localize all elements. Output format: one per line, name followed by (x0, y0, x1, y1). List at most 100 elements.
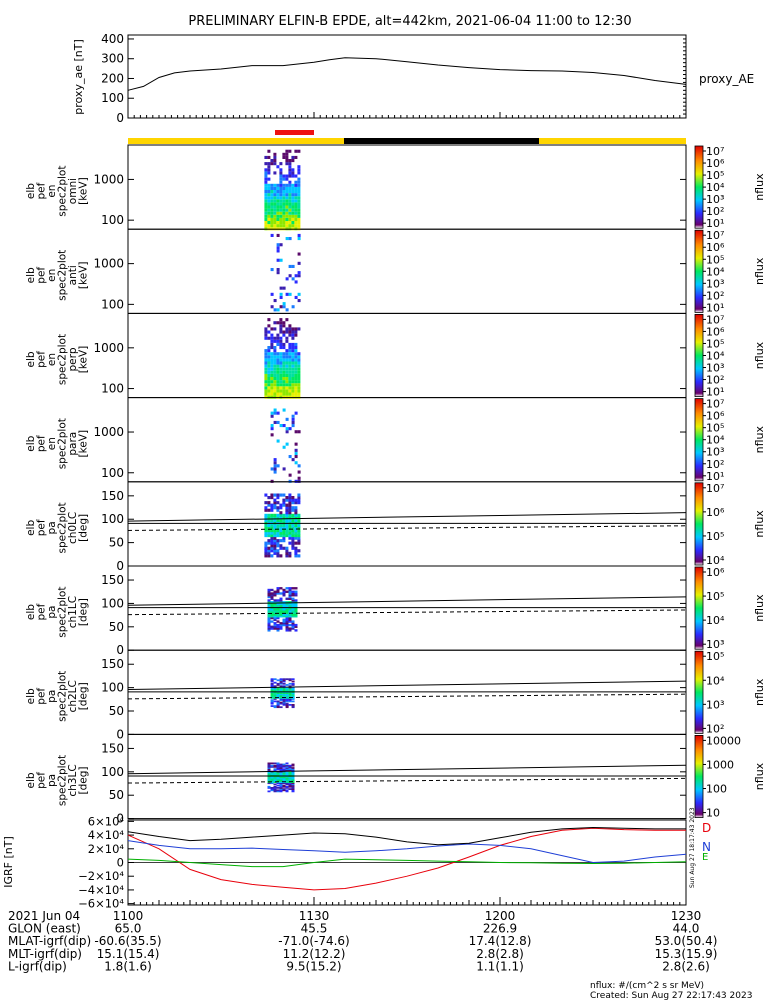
colorbar-label: nflux (753, 510, 766, 538)
pa-pixel (273, 608, 277, 611)
pa-pixel (288, 679, 292, 682)
proxy-ae-ytick-label: 200 (101, 71, 124, 85)
colorbar (694, 145, 704, 229)
x-axis-annotation: 2021 Jun 04 1100 1130 1200 1230 GLON (east) 65… (8, 909, 717, 973)
pa-pixel (279, 546, 283, 550)
spectrogram-pixel (288, 389, 292, 393)
spectrogram-pixel (276, 370, 280, 374)
pa-pixel (276, 695, 280, 698)
pa-pixel (282, 526, 286, 530)
spectrogram-pixel (279, 168, 283, 172)
spectrogram-pixel (297, 271, 301, 275)
panel-ylabel-line: spec2plot (57, 671, 69, 722)
pa-pixel (288, 769, 292, 772)
colorbar-tick-label: 10² (706, 289, 724, 302)
pa-pixel (276, 784, 280, 787)
pa-pixel (279, 506, 283, 510)
spectrogram-pixel (267, 208, 271, 212)
colorbar-label: nflux (753, 426, 766, 454)
pa-pixel (282, 771, 286, 774)
x-row-value: 2.8(2.8) (476, 947, 524, 961)
spectrogram-pixel (279, 324, 283, 328)
pa-pixel (282, 777, 286, 780)
pa-pixel (276, 706, 280, 709)
pa-pixel (270, 693, 274, 696)
pa-pixel (294, 629, 298, 632)
pa-pixel (291, 625, 295, 628)
colorbar-tick-label: 10³ (706, 446, 724, 459)
spectrogram-pixel (294, 346, 298, 350)
spectrogram-pixel (288, 330, 292, 334)
spectrogram-pixel (279, 336, 283, 340)
spectrogram-pixel (294, 180, 298, 184)
spectrogram-pixel (285, 327, 289, 331)
pa-pixel (276, 773, 280, 775)
spectrogram-pixel (267, 358, 271, 362)
pa-pixel (273, 501, 277, 505)
spectrogram-pixel (285, 370, 289, 374)
spectrogram-pixel (291, 346, 295, 350)
antiloss-cone-line (127, 525, 687, 531)
pa-pixel (291, 590, 295, 593)
pa-pixel (282, 766, 286, 768)
pa-pixel (282, 692, 286, 695)
pa-pixel (288, 594, 292, 597)
spectrogram-pixel (294, 327, 298, 331)
pa-pixel (270, 678, 274, 681)
spectrogram-pixel (297, 193, 301, 197)
pa-pixel (288, 693, 292, 696)
spectrogram-pixel (264, 193, 268, 197)
pa-pixel (267, 625, 271, 628)
pa-pixel (291, 784, 295, 787)
pa-pixel (285, 776, 289, 779)
pa-pixel (282, 518, 286, 522)
spectrogram-pixel (282, 152, 286, 156)
pa-pixel (285, 587, 289, 590)
spectrogram-pixel (276, 199, 280, 203)
spectrogram-pixel (297, 377, 301, 381)
colorbar-tick-label: 10⁷ (706, 313, 724, 326)
pa-pixel (273, 539, 277, 543)
spectrogram-pixel (273, 193, 277, 197)
pa-pixel (279, 688, 283, 691)
spectrogram-pixel (279, 346, 283, 350)
pa-pixel (288, 554, 292, 558)
pa-pixel (285, 698, 289, 700)
pa-pixel (270, 627, 274, 630)
pa-pixel (273, 769, 277, 772)
pa-pixel (282, 501, 286, 505)
pa-pixel (267, 608, 271, 611)
pa-pixel (273, 513, 277, 517)
pa-pixel (279, 783, 283, 786)
pa-pixel (276, 787, 280, 789)
pa-pixel (273, 625, 277, 628)
pa-pixel (294, 615, 298, 618)
pa-pixel (285, 625, 289, 628)
spectrogram-pixel (276, 352, 280, 356)
spectrogram-pixel (267, 355, 271, 359)
spectrogram-pixel (276, 464, 280, 468)
pa-pixel (273, 694, 277, 697)
pa-pixel (291, 609, 295, 613)
spectrogram-pixel (291, 199, 295, 203)
pa-pixel (276, 704, 280, 706)
pa-pixel (285, 790, 289, 793)
pa-pixel (285, 700, 289, 703)
spectrogram-pixel (270, 183, 274, 187)
spectrogram-pixel (267, 190, 271, 194)
figure-title: PRELIMINARY ELFIN-B EPDE, alt=442km, 202… (188, 14, 631, 29)
spectrogram-pixel (291, 424, 295, 428)
spectrogram-pixel (285, 318, 289, 322)
pa-pixel (288, 700, 292, 703)
pa-pixel (279, 682, 283, 685)
spectrogram-pixel (297, 237, 301, 241)
panel-ylabel-line: [keV] (78, 177, 90, 205)
spectrogram-pixel (267, 202, 271, 206)
spectrogram-pixel (285, 190, 289, 194)
pa-pixel (273, 618, 277, 621)
pa-pixel (273, 627, 277, 630)
pa-pixel (291, 506, 295, 510)
pa-pixel (288, 692, 292, 695)
spectrogram-pixel (282, 377, 286, 381)
spectrogram-pixel (294, 373, 298, 377)
